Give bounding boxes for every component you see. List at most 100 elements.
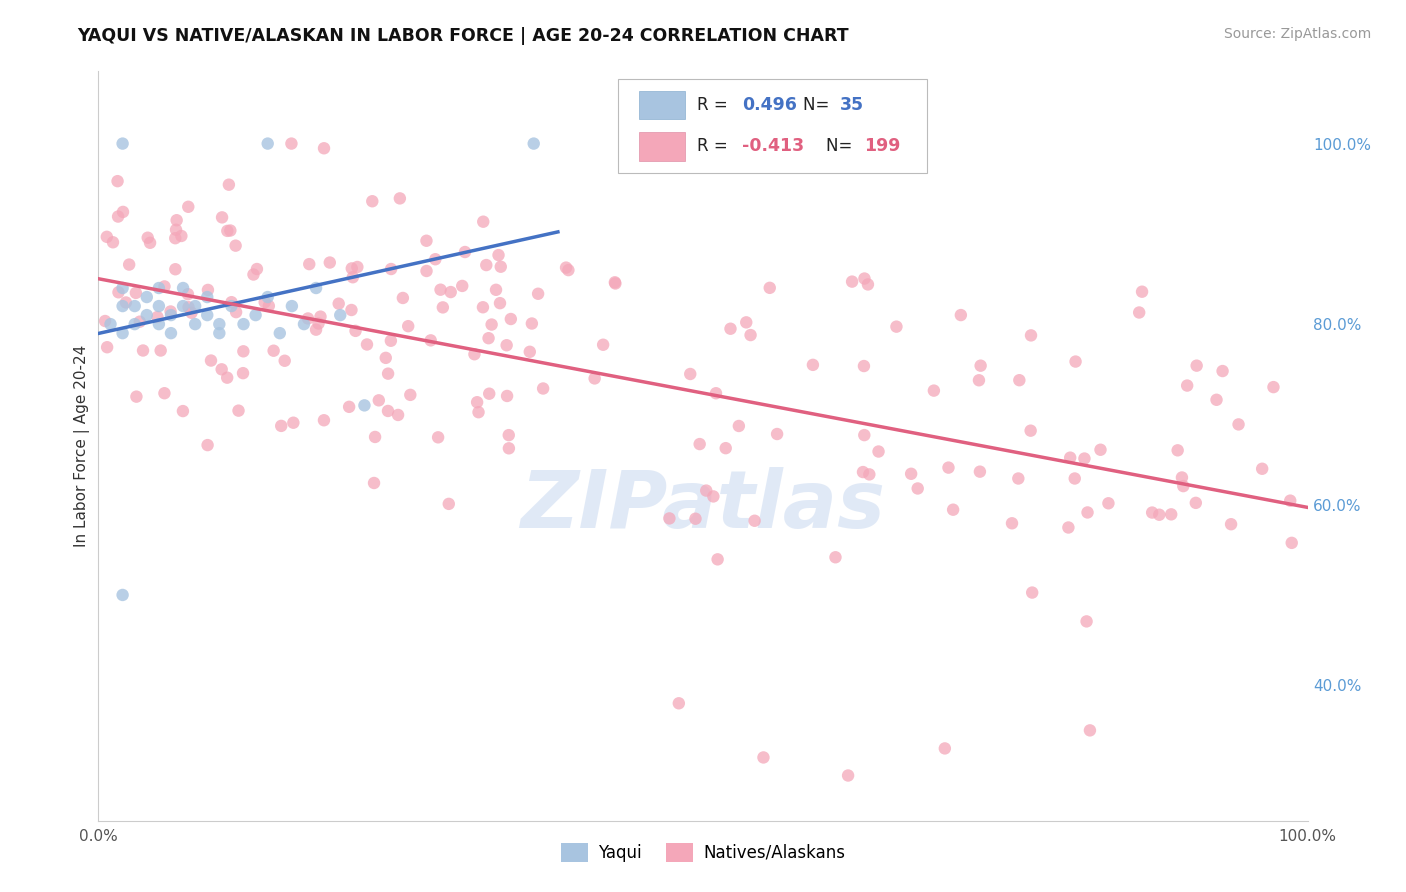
Text: ZIPatlas: ZIPatlas	[520, 467, 886, 545]
Point	[124, 299, 146, 313]
Point	[219, 223, 242, 237]
Point	[177, 287, 200, 301]
Point	[440, 285, 463, 299]
Point	[495, 338, 517, 352]
Point	[852, 465, 875, 479]
Point	[1160, 508, 1182, 522]
Point	[200, 353, 222, 368]
Point	[111, 136, 134, 151]
Point	[246, 262, 269, 277]
Point	[465, 395, 488, 409]
Point	[111, 588, 134, 602]
Point	[361, 194, 384, 209]
Point	[245, 308, 267, 322]
Point	[1064, 354, 1087, 368]
Point	[1076, 505, 1098, 519]
Point	[221, 295, 243, 310]
Point	[118, 258, 141, 272]
Point	[312, 141, 335, 155]
Point	[139, 235, 162, 250]
Point	[374, 351, 396, 365]
Point	[1008, 373, 1031, 387]
Point	[702, 490, 724, 504]
Point	[520, 317, 543, 331]
Point	[427, 430, 450, 444]
Point	[668, 696, 690, 710]
Point	[1175, 378, 1198, 392]
Point	[184, 299, 207, 313]
Point	[270, 418, 292, 433]
Point	[852, 359, 875, 373]
Point	[125, 285, 148, 300]
Text: N=: N=	[827, 137, 858, 155]
Point	[1076, 615, 1098, 629]
Point	[922, 384, 945, 398]
Point	[1263, 380, 1285, 394]
Point	[429, 283, 451, 297]
Point	[364, 430, 387, 444]
Point	[340, 261, 363, 276]
Point	[886, 319, 908, 334]
Point	[1019, 328, 1042, 343]
Point	[1019, 424, 1042, 438]
Point	[148, 299, 170, 313]
Point	[485, 283, 508, 297]
Point	[392, 291, 415, 305]
Text: 35: 35	[839, 96, 863, 114]
Point	[1140, 506, 1163, 520]
Point	[519, 344, 541, 359]
Point	[523, 136, 546, 151]
Point	[344, 324, 367, 338]
Point	[679, 367, 702, 381]
Point	[195, 308, 218, 322]
Point	[949, 308, 972, 322]
Point	[253, 295, 276, 310]
Point	[217, 370, 239, 384]
Point	[415, 264, 437, 278]
FancyBboxPatch shape	[638, 91, 685, 120]
Point	[969, 359, 991, 373]
Point	[170, 229, 193, 244]
Point	[437, 497, 460, 511]
Point	[319, 255, 342, 269]
Point	[720, 322, 742, 336]
Point	[111, 299, 134, 313]
Point	[160, 326, 183, 340]
Point	[148, 317, 170, 331]
Point	[868, 444, 890, 458]
Point	[415, 234, 437, 248]
Point	[387, 408, 409, 422]
Point	[94, 314, 117, 328]
Point	[269, 326, 291, 340]
Point	[136, 230, 159, 244]
Point	[1185, 496, 1208, 510]
Point	[603, 275, 626, 289]
Point	[273, 353, 295, 368]
Point	[658, 511, 681, 525]
Point	[225, 238, 247, 252]
Point	[1078, 723, 1101, 738]
Point	[135, 308, 157, 322]
Point	[148, 281, 170, 295]
Point	[166, 213, 188, 227]
Point	[107, 285, 129, 300]
Text: -0.413: -0.413	[742, 137, 804, 155]
Point	[1251, 462, 1274, 476]
Point	[900, 467, 922, 481]
Point	[1021, 585, 1043, 599]
Point	[498, 428, 520, 442]
Point	[396, 319, 419, 334]
Point	[1059, 450, 1081, 465]
Point	[225, 305, 247, 319]
Point	[125, 390, 148, 404]
Point	[858, 467, 880, 482]
Point	[744, 514, 766, 528]
Point	[228, 403, 250, 417]
Point	[242, 268, 264, 282]
Point	[824, 550, 846, 565]
Point	[298, 257, 321, 271]
Point	[727, 419, 749, 434]
Point	[425, 252, 447, 267]
Point	[1149, 508, 1171, 522]
Point	[853, 428, 876, 442]
